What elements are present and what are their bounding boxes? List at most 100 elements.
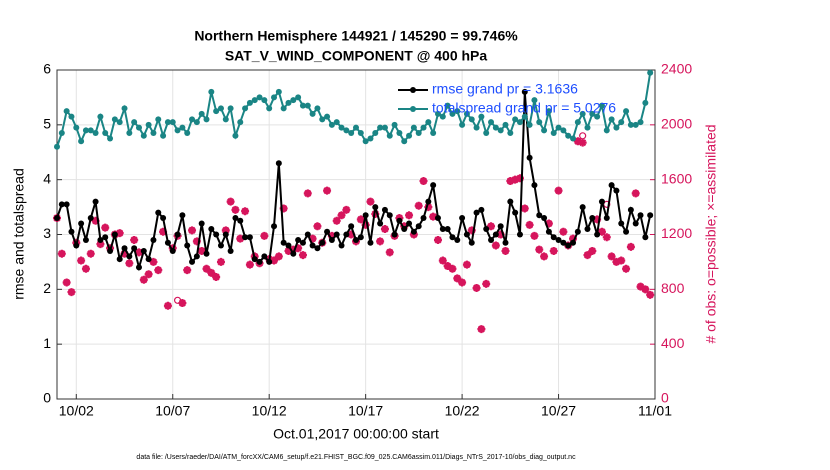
point <box>434 215 441 222</box>
point <box>208 226 215 233</box>
point <box>246 234 253 241</box>
point <box>237 217 244 224</box>
point <box>92 130 99 137</box>
footnote: data file: /Users/raeder/DAI/ATM_forcXX/… <box>136 454 576 461</box>
assimilated-obs-marker <box>183 266 192 275</box>
point <box>111 116 118 123</box>
assimilated-obs-marker <box>279 204 288 213</box>
assimilated-obs-marker <box>356 215 365 224</box>
point <box>116 256 123 263</box>
assimilated-obs-marker <box>178 299 187 308</box>
assimilated-obs-marker <box>496 230 505 239</box>
assimilated-obs-marker <box>588 246 597 255</box>
point <box>285 242 292 249</box>
assimilated-obs-marker <box>617 256 626 265</box>
y2-tick-label: 2000 <box>661 116 692 132</box>
y2-tick-label: 800 <box>661 280 685 296</box>
point <box>454 236 461 243</box>
point <box>637 119 644 126</box>
assimilated-obs-marker <box>120 249 129 258</box>
point <box>526 154 533 161</box>
point <box>473 124 480 131</box>
assimilated-obs-marker <box>593 215 602 224</box>
point <box>145 121 152 128</box>
point <box>198 220 205 227</box>
point <box>222 231 229 238</box>
point <box>415 130 422 137</box>
assimilated-obs-marker <box>540 252 549 261</box>
x-tick-label: 10/22 <box>445 403 480 419</box>
assimilated-obs-marker <box>207 268 216 277</box>
assimilated-obs-marker <box>154 266 163 275</box>
x-tick-label: 10/27 <box>541 403 576 419</box>
point <box>295 236 302 243</box>
point <box>579 110 586 117</box>
legend-swatch-marker <box>410 106 416 112</box>
assimilated-obs-marker <box>525 220 534 229</box>
legend-label: totalspread grand pr = 5.0276 <box>432 100 616 116</box>
x-tick-label: 10/12 <box>252 403 287 419</box>
point <box>574 119 581 126</box>
assimilated-obs-marker <box>192 237 201 246</box>
point <box>483 130 490 137</box>
point <box>290 97 297 104</box>
point <box>647 212 654 219</box>
y2-tick-label: 1200 <box>661 225 692 241</box>
point <box>126 253 133 260</box>
y-tick-label: 6 <box>43 61 51 77</box>
point <box>521 88 528 95</box>
point <box>516 231 523 238</box>
point <box>357 234 364 241</box>
assimilated-obs-marker <box>216 257 225 266</box>
assimilated-obs-marker <box>646 290 655 299</box>
assimilated-obs-marker <box>134 248 143 257</box>
plot-frame <box>56 69 656 400</box>
point <box>579 204 586 211</box>
point <box>608 116 615 123</box>
point <box>627 206 634 213</box>
point <box>232 132 239 139</box>
point <box>87 127 94 134</box>
point <box>386 132 393 139</box>
assimilated-obs-marker <box>67 288 76 297</box>
point <box>285 99 292 106</box>
point <box>58 201 65 208</box>
point <box>314 105 321 112</box>
point <box>478 113 485 120</box>
assimilated-obs-marker <box>144 270 153 279</box>
point <box>603 215 610 222</box>
assimilated-obs-marker <box>549 246 558 255</box>
point <box>386 212 393 219</box>
assimilated-obs-marker <box>303 189 312 198</box>
point <box>193 119 200 126</box>
point <box>256 258 263 265</box>
assimilated-obs-marker <box>62 278 71 287</box>
point <box>391 231 398 238</box>
point <box>362 212 369 219</box>
point <box>618 220 625 227</box>
point <box>251 256 258 263</box>
assimilated-obs-marker <box>448 264 457 273</box>
assimilated-obs-marker <box>433 235 442 244</box>
assimilated-obs-marker <box>636 282 645 291</box>
point <box>541 215 548 222</box>
assimilated-obs-marker <box>139 275 148 284</box>
point <box>531 97 538 104</box>
point <box>280 105 287 112</box>
point <box>237 119 244 126</box>
point <box>189 258 196 265</box>
point <box>372 204 379 211</box>
point <box>193 253 200 260</box>
point <box>410 228 417 235</box>
point <box>184 242 191 249</box>
point <box>516 119 523 126</box>
assimilated-obs-marker <box>347 230 356 239</box>
point <box>594 231 601 238</box>
assimilated-obs-marker <box>221 226 230 235</box>
point <box>174 231 181 238</box>
point <box>357 130 364 137</box>
assimilated-obs-marker <box>443 262 452 271</box>
assimilated-obs-marker <box>197 246 206 255</box>
assimilated-obs-marker <box>554 186 563 195</box>
point <box>271 94 278 101</box>
